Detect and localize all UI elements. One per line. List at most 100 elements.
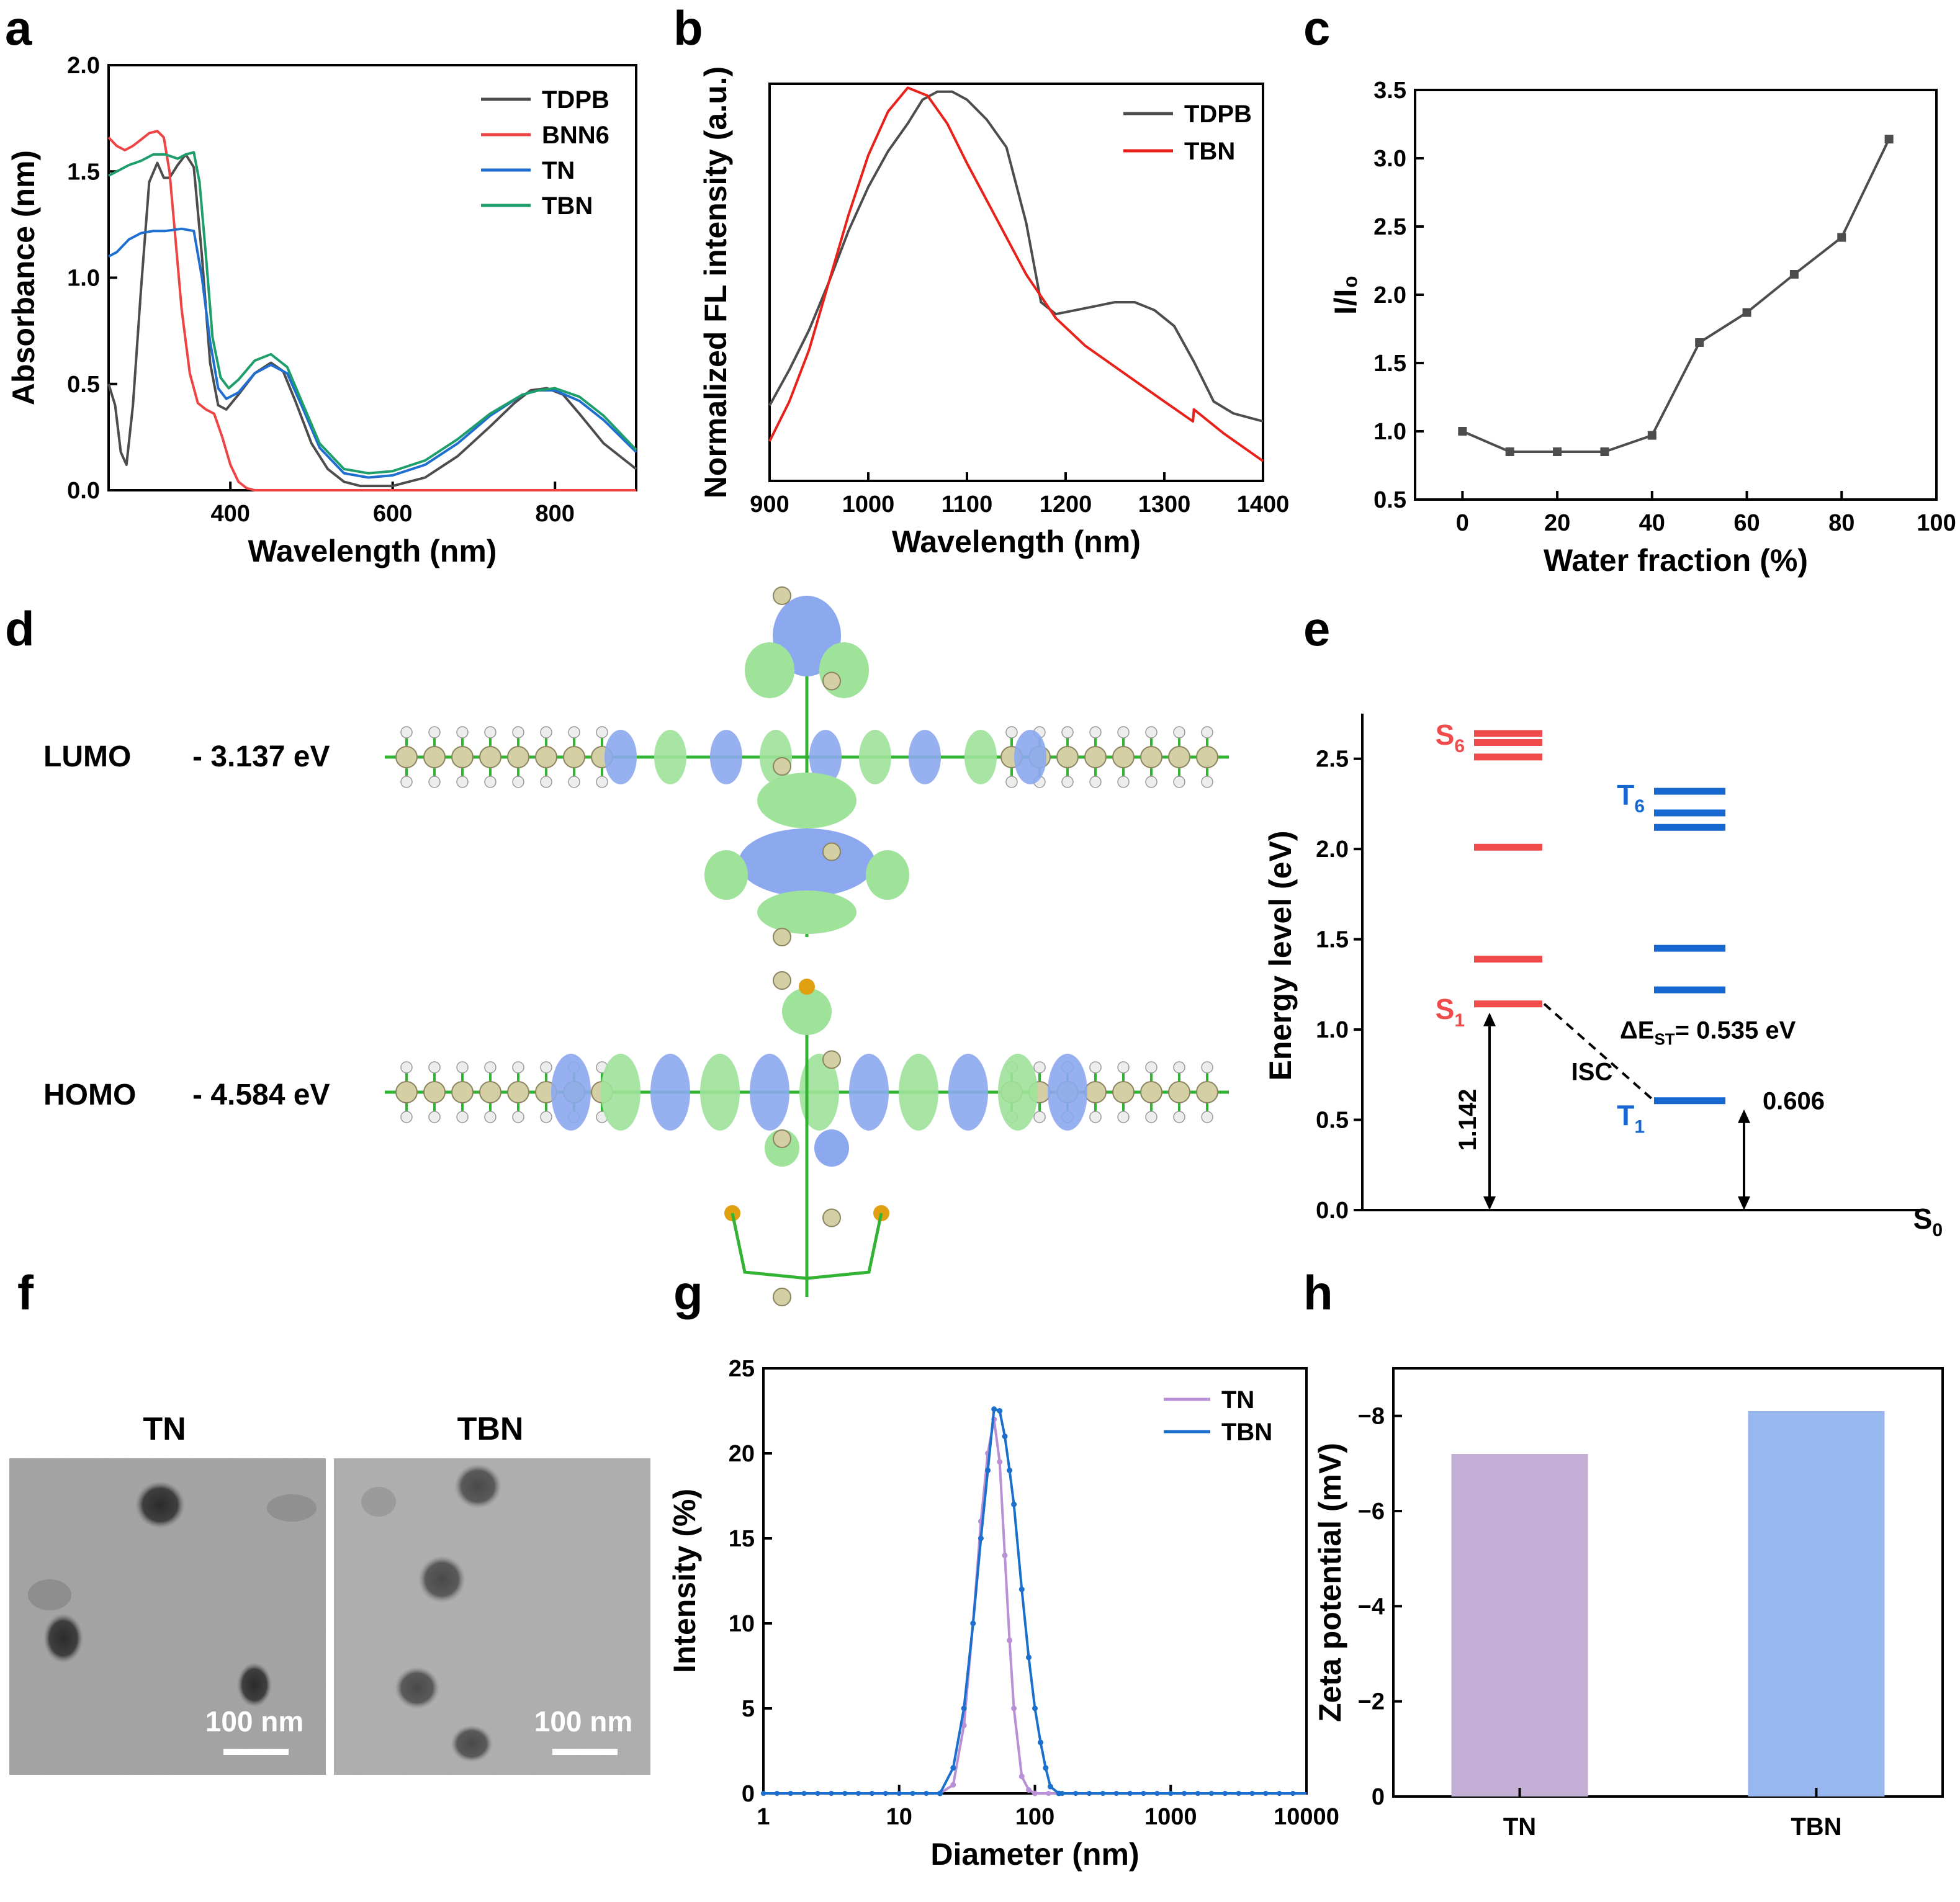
series-line-tbn	[763, 1407, 1306, 1795]
core-atom	[773, 1288, 791, 1306]
x-axis-label: Water fraction (%)	[1544, 543, 1808, 578]
carbon-atom	[1196, 746, 1218, 768]
orbital-lobe	[1048, 1054, 1087, 1131]
hydrogen-atom	[484, 776, 497, 788]
tem-label-tbn: TBN	[457, 1411, 524, 1447]
hydrogen-atom	[428, 726, 441, 738]
lumo-molecule-image	[385, 586, 1229, 946]
legend-label-tbn: TBN	[1221, 1419, 1272, 1446]
panel-label-g: g	[673, 1265, 703, 1320]
x-tick-label: TN	[1503, 1813, 1536, 1841]
orbital-lobe	[948, 1054, 988, 1131]
carbon-atom	[507, 1081, 529, 1103]
orbital-lobe	[998, 1054, 1038, 1131]
x-axis-label: Wavelength (nm)	[248, 534, 497, 568]
t1-arrow-head-top	[1738, 1109, 1750, 1123]
data-point	[1073, 1791, 1079, 1796]
legend-label-tdpb: TDPB	[542, 86, 609, 114]
orbital-lobe	[809, 730, 842, 784]
carbon-atom	[507, 746, 529, 768]
y-axis-label: Energy level (eV)	[1263, 831, 1298, 1081]
y-tick-label: 15	[729, 1526, 755, 1552]
hydrogen-atom	[484, 726, 497, 738]
x-tick-label: 100	[1917, 510, 1956, 536]
data-point	[896, 1791, 902, 1796]
hydrogen-atom	[1173, 1111, 1185, 1123]
data-point	[1884, 135, 1894, 144]
x-tick-label: 40	[1639, 510, 1665, 536]
x-tick-label: 1000	[842, 491, 895, 518]
hydrogen-atom	[1201, 726, 1213, 738]
hydrogen-atom	[400, 1111, 413, 1123]
data-point	[1007, 1467, 1013, 1473]
series-line-i/i0	[1462, 138, 1890, 453]
hydrogen-atom	[1117, 726, 1130, 738]
core-atom	[822, 1208, 841, 1227]
y-tick-label: 25	[729, 1356, 755, 1382]
y-axis-label: Normalized FL intensity (a.u.)	[698, 66, 733, 498]
x-tick-label: 0	[1456, 510, 1469, 536]
data-point	[1505, 447, 1514, 456]
core-atom	[773, 971, 791, 990]
hydrogen-atom	[1089, 776, 1102, 788]
data-point	[870, 1791, 874, 1796]
hydrogen-atom	[540, 1061, 552, 1074]
data-point	[856, 1791, 861, 1796]
carbon-atom	[1084, 746, 1107, 768]
legend-label-tn: TN	[542, 157, 575, 184]
data-point	[1038, 1739, 1044, 1746]
panel-label-a: a	[5, 1, 32, 55]
carbon-atom	[451, 746, 474, 768]
hydrogen-atom	[540, 726, 552, 738]
legend-label-tdpb: TDPB	[1184, 101, 1252, 128]
data-point	[1182, 1791, 1187, 1796]
y-tick-label: 5	[742, 1696, 755, 1722]
data-point	[1290, 1791, 1296, 1796]
tem-image-tn: 100 nm	[9, 1458, 326, 1775]
t6-label: T6	[1617, 779, 1645, 817]
scale-bar-tn	[223, 1749, 289, 1755]
s6-label: S6	[1436, 719, 1465, 756]
orbital-lobe	[710, 730, 742, 784]
bar-tbn	[1748, 1411, 1885, 1797]
hydrogen-atom	[1005, 776, 1018, 788]
orbital-lobe	[551, 1054, 591, 1131]
data-point	[1263, 1791, 1269, 1796]
data-point	[970, 1620, 976, 1626]
data-point	[1047, 1783, 1053, 1790]
bar-tn	[1451, 1454, 1588, 1797]
y-tick-label: 1.0	[1373, 419, 1406, 445]
data-point	[1168, 1791, 1174, 1796]
hydrogen-atom	[400, 726, 413, 738]
x-tick-label: 1100	[942, 491, 992, 518]
y-tick-label: 1.5	[1316, 927, 1349, 953]
data-point	[761, 1791, 766, 1796]
orbital-lobe	[814, 1129, 849, 1167]
core-atom	[773, 1129, 791, 1148]
hydrogen-atom	[1173, 1061, 1185, 1074]
x-tick-label: 10	[886, 1804, 912, 1830]
hydrogen-atom	[1033, 1111, 1046, 1123]
plot-frame	[768, 83, 1264, 482]
s1-arrow-head-top	[1483, 1012, 1496, 1026]
y-tick-label: 1.5	[1373, 351, 1406, 377]
hydrogen-atom	[1117, 776, 1130, 788]
carbon-atom	[423, 1081, 446, 1103]
orbital-lobe	[964, 730, 997, 784]
x-tick-label: 100	[1015, 1804, 1054, 1830]
orbital-lobe	[1014, 730, 1046, 784]
x-tick-label: 1300	[1138, 491, 1191, 518]
orbital-lobe	[859, 730, 891, 784]
y-tick-label: −6	[1358, 1499, 1385, 1525]
hydrogen-atom	[1173, 726, 1185, 738]
y-tick-label: 10	[729, 1611, 755, 1637]
carbon-atom	[563, 746, 585, 768]
data-point	[950, 1782, 956, 1788]
data-point	[1046, 1791, 1051, 1796]
hydrogen-atom	[400, 776, 413, 788]
hydrogen-atom	[568, 726, 580, 738]
data-point	[1600, 447, 1609, 456]
hydrogen-atom	[456, 776, 469, 788]
orbital-lobe	[601, 1054, 641, 1131]
x-tick-label: 1	[757, 1804, 770, 1830]
